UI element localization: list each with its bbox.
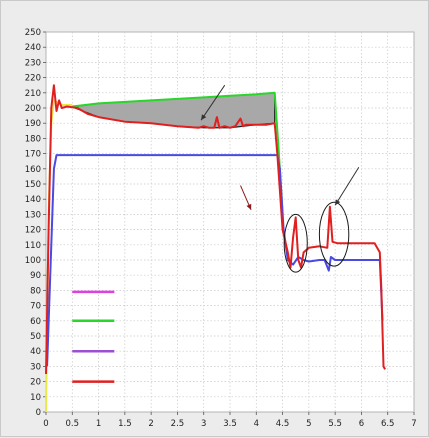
x-tick-label: 3 (201, 419, 206, 429)
y-tick-label: 160 (25, 165, 41, 175)
y-tick-label: 170 (25, 150, 41, 160)
series-line (46, 154, 384, 367)
x-tick-label: 7 (411, 419, 416, 429)
arrow-head (335, 199, 341, 206)
y-tick-label: 10 (30, 393, 41, 403)
y-tick-label: 0 (36, 408, 41, 418)
x-tick-label: 5 (306, 419, 311, 429)
y-tick-label: 20 (30, 378, 41, 388)
y-tick-label: 40 (30, 347, 41, 357)
x-tick-label: 1 (96, 419, 101, 429)
y-tick-label: 110 (25, 241, 41, 251)
y-tick-label: 210 (25, 89, 41, 99)
y-tick-label: 200 (25, 104, 41, 114)
x-tick-label: 5.5 (328, 419, 342, 429)
y-tick-label: 150 (25, 180, 41, 190)
arrow-head (201, 114, 207, 121)
x-tick-label: 0.5 (66, 419, 80, 429)
y-tick-label: 50 (30, 332, 41, 342)
legend (72, 290, 115, 383)
y-tick-label: 240 (25, 43, 41, 53)
annotation-arrows (200, 84, 360, 211)
y-tick-label: 100 (25, 256, 41, 266)
x-tick-label: 1.5 (118, 419, 132, 429)
x-tick-label: 4.5 (276, 419, 290, 429)
y-tick-label: 130 (25, 210, 41, 220)
y-axis-ticks: 0 10 20 30 40 50 60 70 80 90 100 110 120 130 140 150 160… (25, 28, 46, 418)
y-tick-label: 190 (25, 119, 41, 129)
x-tick-label: 2 (148, 419, 153, 429)
y-tick-label: 230 (25, 58, 41, 68)
annotation-arrow (200, 84, 226, 121)
x-tick-label: 0 (43, 419, 48, 429)
y-tick-label: 180 (25, 134, 41, 144)
x-tick-label: 6 (359, 419, 364, 429)
x-axis-ticks: 0 0.5 1 1.5 2 2.5 3 3.5 4 4.5 5 5.5 6 6.5 7 (43, 412, 417, 429)
y-tick-label: 80 (30, 286, 41, 296)
annotation-ellipse (283, 213, 308, 273)
series-line (45, 84, 386, 375)
y-tick-label: 90 (30, 271, 41, 281)
x-tick-label: 4 (254, 419, 259, 429)
x-tick-label: 6.5 (381, 419, 395, 429)
y-tick-label: 140 (25, 195, 41, 205)
y-tick-label: 220 (25, 74, 41, 84)
y-tick-label: 30 (30, 362, 41, 372)
arrow-head (246, 203, 252, 210)
annotation-arrow (334, 167, 360, 206)
y-tick-label: 120 (25, 226, 41, 236)
y-tick-label: 60 (30, 317, 41, 327)
annotation-ellipses (283, 201, 350, 273)
y-tick-label: 250 (25, 28, 41, 38)
series-line (72, 91, 284, 215)
series-lines (45, 84, 386, 413)
y-tick-label: 70 (30, 302, 41, 312)
annotation-ellipse (318, 201, 350, 267)
x-tick-label: 3.5 (223, 419, 237, 429)
x-tick-label: 2.5 (171, 419, 185, 429)
